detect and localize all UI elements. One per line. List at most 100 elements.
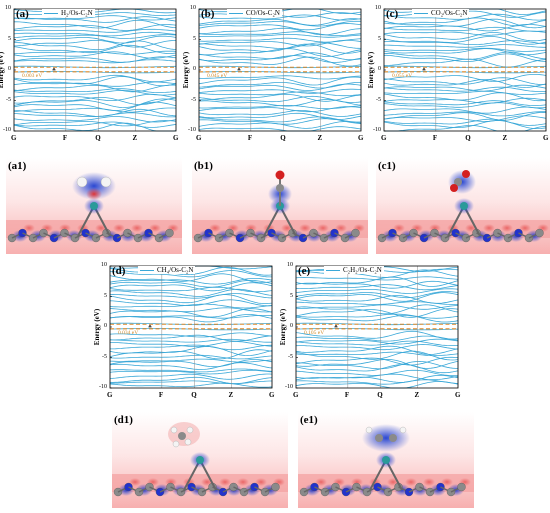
- band-line: [295, 276, 459, 281]
- band-line: [383, 18, 547, 29]
- accumulation-lobe: [23, 224, 35, 232]
- carbon-atom: [165, 228, 174, 238]
- osmium-atom: [382, 456, 390, 464]
- band-structure-panel-d: 10 5 0 -5 -10 G F Q Z G Energy (eV) (d) CH₄/Os-C₂N 0.…: [93, 262, 274, 402]
- y-tick-label: -10: [285, 384, 293, 390]
- y-tick-label: 0: [378, 66, 381, 72]
- x-tick-label: Z: [132, 134, 138, 142]
- y-tick-label: -5: [191, 96, 196, 103]
- band-line: [13, 31, 177, 37]
- band-line: [198, 83, 362, 91]
- band-line: [295, 358, 459, 369]
- band-line: [198, 93, 362, 102]
- panel-label: (c1): [378, 160, 396, 172]
- legend-swatch: [414, 12, 428, 14]
- charge-density-panel-a1: (a1): [6, 158, 182, 254]
- band-line: [13, 28, 177, 33]
- charge-density-svg: [192, 158, 368, 254]
- accumulation-lobe: [501, 224, 513, 232]
- gap-arrow-head: [334, 324, 338, 328]
- panel-label: (b): [201, 8, 215, 20]
- band-line: [295, 335, 459, 342]
- charge-density-svg: [6, 158, 182, 254]
- band-line: [383, 79, 547, 88]
- accumulation-lobe: [299, 224, 311, 232]
- x-tick-label: Q: [95, 134, 101, 142]
- panel-label: (e): [298, 265, 311, 277]
- y-axis-label: Energy (eV): [367, 51, 375, 89]
- band-line: [13, 74, 177, 83]
- adsorbate-accumulation: [86, 188, 102, 200]
- band-line: [109, 368, 273, 373]
- band-plot-svg: [295, 265, 459, 389]
- band-line: [109, 362, 273, 370]
- band-line: [109, 358, 273, 363]
- band-line: [383, 91, 547, 95]
- legend-swatch: [140, 269, 154, 271]
- x-tick-label: F: [247, 134, 253, 142]
- band-line: [109, 266, 273, 276]
- y-tick-label: -5: [102, 353, 107, 360]
- y-tick-label: 10: [190, 5, 196, 11]
- gap-arrow-head: [237, 67, 241, 71]
- gap-arrow-head: [148, 324, 152, 328]
- accumulation-lobe: [237, 478, 249, 486]
- osmium-atom: [460, 202, 468, 210]
- band-line: [13, 59, 177, 64]
- legend: C₂H₂/Os-C₂N: [324, 266, 384, 274]
- band-line: [13, 12, 177, 16]
- band-line: [109, 293, 273, 299]
- y-tick-label: 10: [5, 5, 11, 11]
- x-tick-label: G: [455, 391, 461, 399]
- band-line: [198, 52, 362, 60]
- legend-text: CO₂/Os-C₂N: [431, 9, 468, 17]
- y-tick-label: -5: [288, 353, 293, 360]
- band-line: [198, 43, 362, 54]
- accumulation-lobe: [131, 224, 143, 232]
- band-line: [109, 286, 273, 293]
- osmium-atom: [90, 202, 98, 210]
- band-line: [384, 53, 547, 63]
- x-tick-label: G: [381, 134, 387, 142]
- band-line: [295, 381, 459, 389]
- band-gap-value: 0.045 eV: [207, 72, 228, 79]
- band-line: [13, 24, 177, 31]
- legend-swatch: [44, 12, 58, 14]
- band-line: [13, 116, 177, 123]
- hydrogen-atom: [399, 426, 407, 434]
- band-line: [110, 344, 273, 351]
- band-line: [198, 55, 362, 63]
- band-line: [383, 97, 547, 104]
- band-line: [383, 74, 547, 82]
- band-line: [13, 121, 177, 128]
- band-gap-value: 0.105 eV: [304, 329, 325, 336]
- y-tick-label: -10: [373, 127, 381, 133]
- accumulation-lobe: [219, 478, 231, 486]
- band-line: [13, 34, 177, 39]
- band-line: [198, 34, 362, 38]
- hydrogen-atom: [76, 176, 88, 188]
- band-line: [383, 100, 547, 106]
- band-line: [109, 369, 273, 375]
- band-line: [109, 279, 273, 288]
- x-tick-label: Q: [377, 391, 383, 399]
- band-line: [109, 307, 273, 313]
- y-tick-label: 0: [290, 323, 293, 329]
- band-line: [295, 338, 459, 345]
- band-line: [198, 56, 362, 67]
- band-line: [13, 16, 177, 23]
- accumulation-lobe: [255, 478, 267, 486]
- carbon-atom: [457, 482, 466, 492]
- band-line: [295, 344, 459, 351]
- band-line: [383, 86, 547, 92]
- band-line: [198, 20, 361, 27]
- y-tick-label: -10: [99, 384, 107, 390]
- band-line: [383, 118, 547, 126]
- x-tick-label: G: [543, 134, 549, 142]
- band-line: [198, 82, 361, 89]
- band-line: [198, 18, 362, 26]
- accumulation-lobe: [129, 478, 141, 486]
- band-line: [383, 111, 546, 117]
- carbon-atom: [276, 184, 284, 192]
- y-tick-label: -10: [3, 127, 11, 133]
